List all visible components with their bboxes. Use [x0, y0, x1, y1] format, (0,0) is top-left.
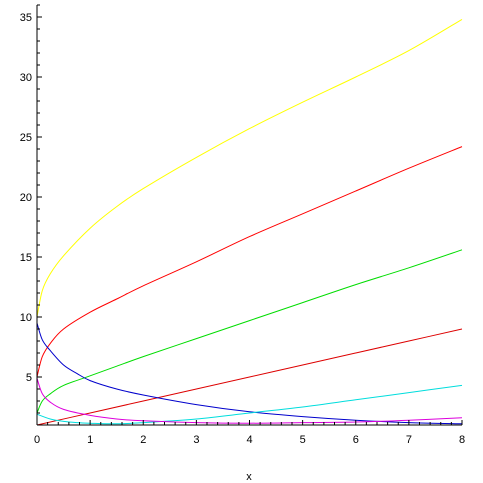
y-tick-label: 20	[20, 192, 32, 204]
series-line-5	[36, 322, 463, 425]
x-tick-label: 2	[140, 434, 146, 446]
x-axis-title: x	[246, 471, 252, 483]
y-tick-label: 30	[20, 72, 32, 84]
y-tick-label: 25	[20, 132, 32, 144]
series-line-4	[36, 328, 463, 426]
y-tick-label: 5	[26, 372, 32, 384]
labels-layer: 5 10 15 20 25 30 35 0 1 2 3 4 5 6 7 8	[20, 12, 465, 446]
series-line-2	[36, 146, 463, 378]
x-tick-label: 0	[34, 434, 40, 446]
series-layer	[36, 18, 463, 426]
series-line-6	[36, 384, 463, 425]
series-line-7	[36, 378, 463, 424]
x-tick-label: 7	[406, 434, 412, 446]
axes-layer	[36, 4, 463, 426]
x-tick-label: 4	[246, 434, 252, 446]
y-tick-label: 15	[20, 252, 32, 264]
y-tick-label: 35	[20, 12, 32, 24]
x-tick-label: 5	[300, 434, 306, 446]
x-tick-label: 3	[193, 434, 199, 446]
series-line-3	[36, 249, 463, 414]
x-tick-label: 6	[353, 434, 359, 446]
y-tick-label: 10	[20, 312, 32, 324]
x-tick-label: 1	[87, 434, 93, 446]
x-tick-label: 8	[459, 434, 465, 446]
series-line-1	[36, 18, 463, 318]
